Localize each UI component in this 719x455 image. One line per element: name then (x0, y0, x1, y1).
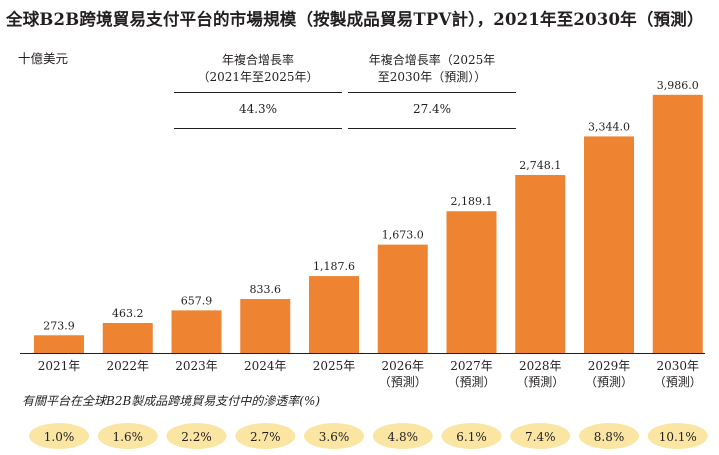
cagr-header-line2: 至2030年（預測）） (377, 70, 487, 84)
data-label: 1,673.0 (382, 229, 424, 242)
penetration-bubble (372, 423, 433, 449)
penetration-bubble (97, 423, 158, 449)
cagr-divider (348, 92, 516, 93)
bar (515, 174, 566, 353)
cagr-header-line2: （2021年至2025年） (197, 70, 319, 84)
unit-label: 十億美元 (18, 51, 69, 66)
x-tick-label: 2025年 (313, 359, 356, 373)
data-label: 833.6 (250, 283, 282, 296)
penetration-label: 6.1% (456, 430, 487, 444)
bar (309, 276, 359, 353)
penetration-title: 有關平台在全球B2B製成品跨境貿易支付中的滲透率(%) (22, 394, 321, 408)
cagr-value-2025-2030: 27.4% (412, 102, 452, 116)
penetration-label: 2.2% (181, 430, 212, 444)
x-tick-note: （預測） (379, 375, 427, 389)
penetration-bubble (441, 423, 502, 449)
penetration-label: 3.6% (319, 430, 350, 444)
bar (584, 136, 634, 353)
x-tick-note: （預測） (585, 375, 633, 389)
cagr-header-line1: 年複合增長率（2025年 (368, 53, 496, 67)
x-tick-label: 2030年 (656, 359, 699, 373)
penetration-bubble (29, 423, 89, 449)
penetration-bubble (166, 423, 227, 449)
data-label: 2,748.1 (519, 159, 561, 172)
x-tick-label: 2022年 (106, 359, 149, 373)
chart-title: 全球B2B跨境貿易支付平台的市場規模（按製成品貿易TPV計），2021年至203… (6, 10, 704, 29)
cagr-header-line1: 年複合增長率 (221, 53, 294, 67)
x-tick-label: 2027年 (450, 359, 493, 373)
penetration-label: 10.1% (659, 430, 697, 444)
penetration-bubble (647, 423, 708, 449)
penetration-label: 1.0% (44, 430, 75, 444)
data-label: 463.2 (112, 307, 144, 320)
penetration-label: 1.6% (113, 430, 144, 444)
data-label: 1,187.6 (313, 260, 355, 273)
bar (34, 335, 84, 353)
x-tick-label: 2024年 (244, 359, 287, 373)
penetration-label: 8.8% (594, 430, 625, 444)
x-tick-note: （預測） (654, 375, 702, 389)
x-tick-note: （預測） (516, 375, 564, 389)
x-tick-label: 2028年 (519, 359, 562, 373)
x-tick-label: 2021年 (38, 359, 81, 373)
x-tick-label: 2026年 (381, 359, 424, 373)
cagr-bottom-rule (174, 128, 342, 129)
data-label: 657.9 (181, 294, 213, 307)
penetration-bubble (579, 423, 639, 449)
data-label: 273.9 (43, 319, 75, 332)
penetration-bubble (510, 423, 571, 449)
bar (377, 244, 428, 353)
data-label: 2,189.1 (451, 195, 493, 208)
bar (652, 94, 703, 353)
penetration-label: 4.8% (388, 430, 419, 444)
x-tick-note: （預測） (447, 375, 495, 389)
data-label: 3,344.0 (588, 120, 630, 133)
penetration-label: 7.4% (525, 430, 556, 444)
bar (240, 299, 291, 353)
penetration-label: 2.7% (250, 430, 281, 444)
cagr-value-2021-2025: 44.3% (238, 102, 278, 116)
penetration-bubble (304, 423, 364, 449)
penetration-bubble (235, 423, 296, 449)
bar (446, 211, 497, 353)
cagr-header-2021-2025: 年複合增長率 （2021年至2025年） (174, 52, 342, 86)
x-tick-label: 2023年 (175, 359, 218, 373)
cagr-bottom-rule (348, 128, 516, 129)
cagr-header-2025-2030: 年複合增長率（2025年 至2030年（預測）） (348, 52, 516, 86)
cagr-divider (174, 92, 342, 93)
x-tick-label: 2029年 (588, 359, 631, 373)
bar (171, 310, 222, 353)
bar (102, 322, 153, 353)
data-label: 3,986.0 (657, 79, 699, 92)
